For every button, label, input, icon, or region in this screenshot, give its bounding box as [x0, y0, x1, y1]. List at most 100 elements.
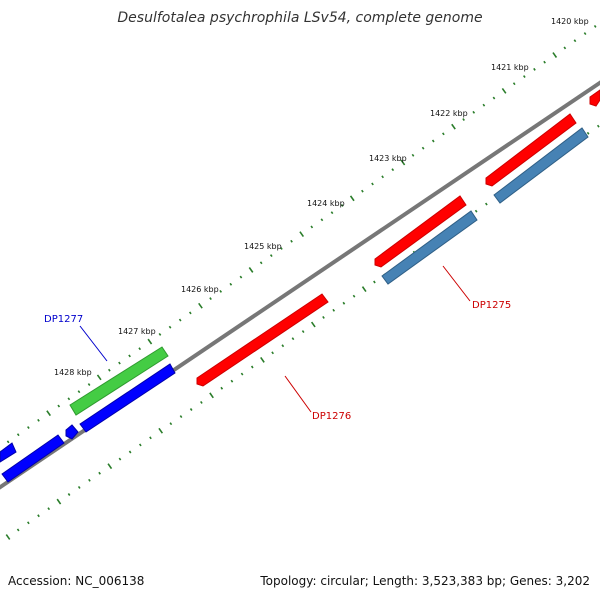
inner-tick	[361, 286, 367, 293]
gene-arrow-dp1276[interactable]	[196, 293, 329, 387]
rna-genes	[381, 127, 589, 285]
outer-tick	[593, 24, 597, 28]
outer-tick	[442, 132, 445, 136]
inner-tick	[158, 427, 164, 434]
outer-tick	[37, 418, 40, 422]
inner-tick	[16, 528, 20, 532]
outer-tick	[248, 267, 254, 273]
outer-tick	[522, 75, 526, 78]
outer-tick	[46, 410, 51, 417]
inner-tick	[474, 209, 478, 213]
tick-label-1426: 1426 kbp	[181, 285, 219, 294]
gene-arrow-dp1275[interactable]	[374, 195, 467, 268]
outer-tick	[583, 32, 587, 36]
gene-arrow-dp1277[interactable]	[69, 346, 169, 416]
inner-tick	[250, 365, 254, 369]
tick-label-1425: 1425 kbp	[244, 242, 282, 251]
outer-tick	[107, 368, 111, 372]
outer-tick	[96, 374, 102, 381]
inner-tick	[220, 386, 224, 390]
genome-summary: Topology: circular; Length: 3,523,383 bp…	[260, 574, 590, 588]
outer-tick	[320, 218, 324, 222]
outer-tick	[259, 261, 263, 265]
outer-tick	[371, 182, 374, 186]
inner-tick	[230, 379, 234, 383]
inner-tick	[322, 315, 325, 319]
outer-tick	[158, 332, 162, 336]
outer-tick	[552, 52, 558, 58]
outer-tick	[330, 211, 334, 215]
outer-tick	[16, 433, 20, 437]
outer-tick	[431, 139, 435, 143]
outer-tick	[168, 325, 172, 329]
inner-tick	[310, 321, 316, 328]
gene-label-dp1277[interactable]: DP1277	[44, 314, 83, 325]
outer-tick	[310, 225, 314, 229]
gene-arrow-reverse-4[interactable]	[0, 442, 17, 463]
tick-label-1421: 1421 kbp	[491, 63, 529, 72]
pointer-dp1275	[442, 265, 471, 302]
outer-tick	[128, 354, 131, 358]
inner-tick	[291, 337, 295, 341]
gene-label-dp1275[interactable]: DP1275	[472, 300, 511, 311]
tick-label-1420: 1420 kbp	[551, 17, 589, 26]
outer-tick	[421, 146, 425, 150]
inner-tick	[271, 351, 274, 355]
inner-tick	[98, 471, 101, 475]
inner-tick	[5, 534, 11, 540]
tick-label-1428: 1428 kbp	[54, 368, 92, 377]
outer-tick	[57, 404, 61, 408]
gene-arrow-forward-4[interactable]	[589, 89, 600, 107]
inner-tick	[27, 521, 30, 525]
outer-tick	[280, 247, 283, 250]
inner-tick	[47, 507, 51, 511]
inner-tick	[189, 408, 193, 411]
inner-tick	[138, 443, 142, 447]
outer-tick	[501, 87, 507, 94]
outer-tick	[462, 118, 465, 121]
outer-tick	[381, 175, 384, 179]
outer-tick	[209, 297, 212, 301]
gene-arrow-reverse-1[interactable]	[79, 363, 176, 433]
gene-arrow-reverse-3[interactable]	[1, 434, 65, 483]
inner-tick	[88, 478, 91, 482]
outer-tick	[451, 123, 456, 130]
inner-tick	[118, 457, 122, 461]
inner-tick	[77, 485, 81, 489]
outer-tick	[138, 347, 142, 351]
genome-backbone	[0, 80, 600, 490]
tick-label-1422: 1422 kbp	[430, 109, 468, 118]
inner-tick	[37, 514, 40, 518]
pointer-dp1277	[79, 325, 108, 362]
outer-tick	[229, 282, 233, 286]
inner-tick	[352, 294, 356, 298]
inner-tick	[128, 450, 132, 454]
gene-arrow-rna-1[interactable]	[381, 210, 478, 285]
outer-tick	[391, 168, 395, 172]
outer-tick	[543, 60, 546, 64]
tick-labels: 1420 kbp 1421 kbp 1422 kbp 1423 kbp 1424…	[54, 17, 589, 377]
inner-tick	[149, 436, 152, 440]
outer-tick	[198, 302, 203, 309]
forward-genes	[196, 89, 600, 387]
inner-tick	[67, 493, 71, 496]
outer-tick	[6, 440, 10, 444]
outer-tick	[290, 239, 293, 243]
reverse-genes	[0, 363, 176, 483]
inner-tick	[373, 280, 376, 284]
outer-tick	[512, 82, 516, 86]
gene-arrow-reverse-2[interactable]	[65, 424, 79, 440]
outer-tick	[118, 361, 121, 365]
gene-label-dp1276[interactable]: DP1276	[312, 411, 351, 422]
inner-tick	[169, 422, 173, 426]
map-title: Desulfotalea psychrophila LSv54, complet…	[117, 10, 483, 26]
gene-arrow-rna-2[interactable]	[493, 127, 589, 204]
outer-tick	[147, 338, 153, 345]
inner-tick	[260, 357, 265, 363]
gene-arrow-forward-3[interactable]	[485, 113, 577, 187]
inner-tick	[179, 415, 183, 419]
outer-tick	[533, 67, 536, 71]
outer-tick	[77, 390, 81, 394]
inner-tick	[56, 498, 62, 505]
